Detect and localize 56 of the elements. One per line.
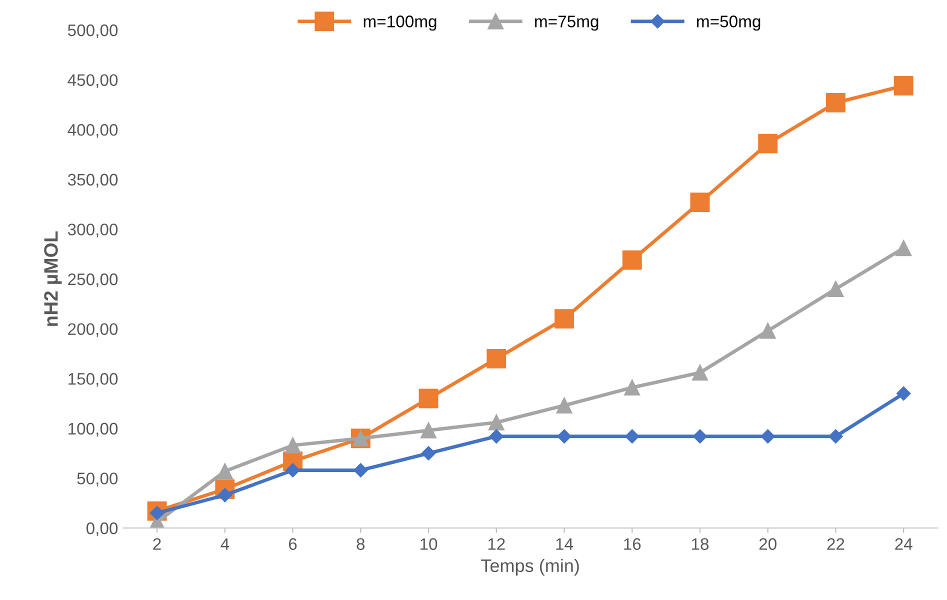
- point: [758, 134, 778, 154]
- point: [896, 240, 912, 256]
- y-tick-label: 200,00: [68, 323, 118, 337]
- y-tick-label: 300,00: [68, 224, 118, 238]
- y-axis-title: nH2 µMOL: [44, 231, 62, 326]
- point: [420, 422, 437, 438]
- point: [421, 446, 436, 460]
- point: [284, 437, 301, 454]
- point: [692, 429, 708, 444]
- point: [554, 309, 574, 329]
- point: [556, 398, 572, 414]
- y-tick-label: 250,00: [68, 273, 118, 288]
- point: [489, 429, 504, 444]
- y-tick-label: 50,00: [77, 472, 118, 486]
- legend-label: m=100mg: [364, 16, 436, 31]
- y-tick-label: 0,00: [86, 522, 118, 536]
- point: [828, 429, 843, 444]
- point: [624, 380, 640, 396]
- legend-label: m=50mg: [697, 16, 760, 31]
- point: [826, 92, 846, 112]
- x-tick-label: 8: [356, 538, 365, 550]
- y-tick-label: 100,00: [68, 422, 118, 437]
- point: [625, 429, 640, 444]
- point: [760, 429, 775, 444]
- point: [896, 386, 911, 401]
- x-tick-label: 24: [895, 538, 912, 550]
- point: [760, 322, 776, 339]
- x-axis-title: Temps (min): [481, 558, 579, 576]
- point: [488, 414, 504, 430]
- y-tick-label: 350,00: [68, 174, 118, 188]
- point: [418, 388, 438, 408]
- x-tick-label: 12: [488, 538, 505, 550]
- x-tick-label: 10: [420, 538, 438, 550]
- point: [622, 250, 642, 270]
- x-tick-label: 4: [220, 538, 230, 550]
- point: [828, 280, 844, 297]
- y-tick-label: 450,00: [68, 74, 118, 88]
- x-tick-label: 18: [692, 538, 709, 550]
- y-tick-label: 400,00: [68, 124, 118, 138]
- y-tick-label: 150,00: [68, 373, 118, 387]
- x-tick-label: 2: [153, 538, 161, 550]
- point: [286, 463, 300, 478]
- point: [557, 429, 572, 444]
- x-tick-label: 22: [827, 538, 844, 550]
- y-tick-label: 500,00: [68, 24, 118, 38]
- x-tick-label: 14: [556, 538, 574, 550]
- x-tick-label: 20: [759, 538, 776, 550]
- x-tick-label: 6: [288, 538, 297, 550]
- point: [354, 463, 368, 478]
- x-tick-label: 16: [624, 538, 641, 550]
- point: [894, 76, 914, 96]
- point: [690, 192, 710, 212]
- legend-label: m=75mg: [535, 16, 598, 31]
- point: [486, 348, 506, 368]
- point: [692, 364, 708, 381]
- point: [216, 463, 233, 480]
